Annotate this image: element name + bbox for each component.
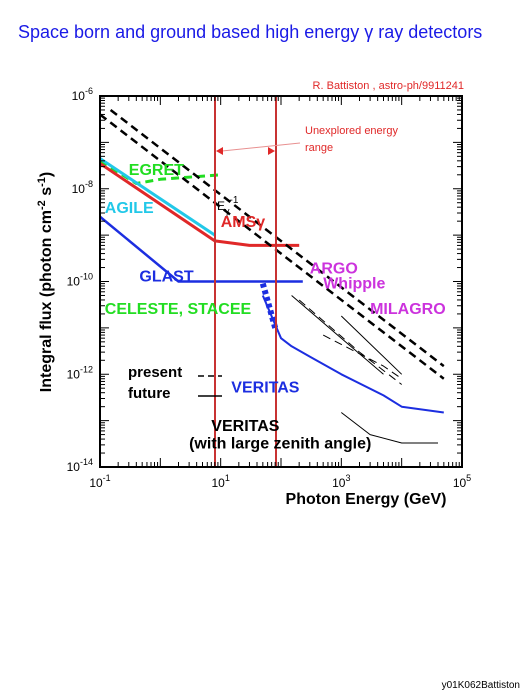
slide-title: Space born and ground based high energy … — [18, 22, 483, 42]
y-axis-label: Integral flux (photon cm-2 s-1) — [36, 172, 55, 392]
y-tick-label: 10-12 — [67, 364, 93, 381]
series-label-glast-3: GLAST — [139, 269, 193, 286]
y-tick-label: 10-8 — [72, 179, 93, 196]
x-tick-label: 10-1 — [89, 473, 110, 490]
series-label-veritas-9: VERITAS — [211, 418, 279, 435]
y-axis-label-pre: Integral flux (photon cm — [38, 210, 55, 392]
range-left-arrow-icon — [216, 147, 223, 155]
y-tick-label: 10-6 — [72, 86, 93, 103]
series-veritas-with-large-zenith-angle-future-6 — [340, 412, 438, 444]
y-axis-label-sup2: -1 — [36, 177, 48, 187]
series-milagro-future-10 — [340, 315, 403, 375]
series-glast-future-3 — [100, 215, 303, 283]
series-milagro-present-9 — [322, 334, 402, 380]
series-label-with-large-zenith-angle-10: (with large zenith angle) — [189, 436, 371, 453]
power-law-label: Eγ-1 — [217, 195, 239, 216]
x-tick-label: 101 — [212, 473, 230, 490]
series-label-agile-1: AGILE — [105, 200, 154, 217]
x-tick-label: 103 — [332, 473, 350, 490]
series-label-ams-2: AMSγ — [221, 214, 266, 231]
y-axis-label-post: ) — [38, 172, 55, 177]
power-law-base: E — [217, 199, 225, 213]
series-label-milagro-7: MILAGRO — [370, 301, 446, 318]
y-axis-label-mid: s — [38, 187, 55, 200]
series-ams-future-2 — [100, 162, 300, 247]
series-label-egret-0: EGRET — [129, 162, 184, 179]
series-egret-present-0 — [100, 159, 221, 185]
range-right-arrow-icon — [268, 147, 275, 155]
series-label-celeste-stacee-4: CELESTE, STACEE — [105, 301, 252, 318]
legend: present future — [128, 364, 222, 402]
series-e-1-reference-present-12 — [109, 109, 445, 368]
series-e-1-reference-present-11 — [100, 113, 445, 380]
unexplored-label-line2: range — [305, 142, 333, 154]
legend-future-label: future — [128, 385, 171, 402]
citation: R. Battiston , astro-ph/9911241 — [313, 80, 464, 92]
series-whipple-present-8 — [298, 299, 403, 385]
power-law-sub: γ — [225, 206, 230, 216]
series-label-whipple-6: Whipple — [323, 276, 385, 293]
y-tick-label: 10-14 — [67, 457, 93, 474]
series-agile-future-1 — [100, 157, 216, 237]
series-label-veritas-8: VERITAS — [231, 380, 299, 397]
y-tick-label: 10-10 — [67, 272, 93, 289]
footer-code: y01K062Battiston — [441, 680, 520, 691]
series-veritas-future-5 — [261, 295, 444, 414]
x-axis-label: Photon Energy (GeV) — [286, 491, 447, 508]
series-label-argo-5: ARGO — [310, 260, 358, 277]
unexplored-label-line1: Unexplored energy — [305, 125, 398, 137]
legend-present-label: present — [128, 364, 182, 381]
x-tick-label: 105 — [453, 473, 471, 490]
unexplored-arrow-line — [221, 142, 301, 152]
y-axis-label-sup1: -2 — [36, 200, 48, 210]
power-law-sup: -1 — [230, 195, 239, 206]
series-argo-future-7 — [291, 295, 384, 375]
